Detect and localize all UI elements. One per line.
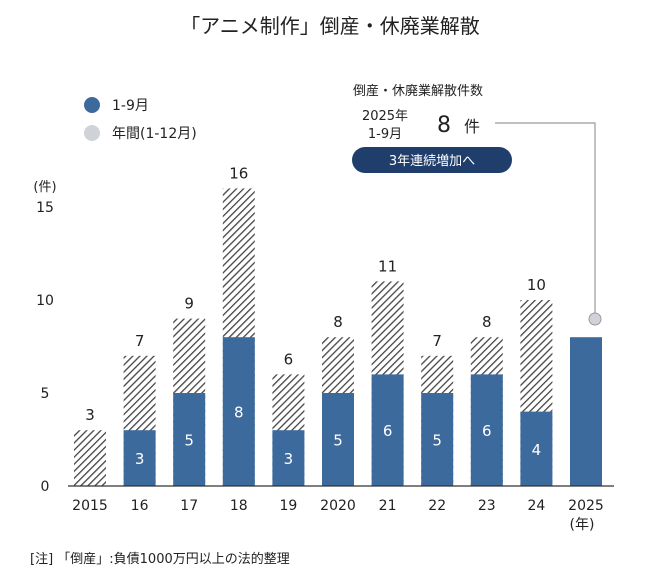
y-tick-label: 15 bbox=[36, 200, 54, 216]
value-label-annual: 6 bbox=[284, 350, 294, 368]
legend-marker-annual bbox=[84, 125, 100, 141]
x-tick-label: 19 bbox=[279, 498, 297, 514]
callout-marker bbox=[588, 312, 602, 326]
callout-period-year: 2025年 bbox=[362, 109, 408, 124]
x-tick-label: 2015 bbox=[72, 498, 108, 514]
callout-unit: 件 bbox=[464, 117, 480, 136]
callout-value: 8 bbox=[437, 113, 451, 138]
bar-jan-sep-2025 bbox=[570, 337, 602, 486]
value-label-jan-sep: 6 bbox=[482, 422, 492, 440]
x-tick-label: 17 bbox=[180, 498, 198, 514]
callout: 倒産・休廃業解散件数 2025年 1-9月 8 件 3年連続増加へ bbox=[352, 83, 602, 326]
value-label-jan-sep: 3 bbox=[284, 450, 294, 468]
value-label-jan-sep: 5 bbox=[184, 432, 194, 450]
x-tick-label: 23 bbox=[478, 498, 496, 514]
legend-marker-1-9 bbox=[84, 97, 100, 113]
value-label-annual: 9 bbox=[184, 295, 194, 313]
x-axis: 2015 16 17 18 19 2020 21 22 23 24 2025 bbox=[72, 498, 604, 514]
chart-title: 「アニメ制作」倒産・休廃業解散 bbox=[180, 14, 480, 38]
y-axis: 0 5 10 15 bbox=[36, 200, 54, 495]
value-label-jan-sep: 8 bbox=[234, 404, 244, 422]
x-tick-label: 21 bbox=[379, 498, 397, 514]
value-label-annual: 7 bbox=[432, 332, 442, 350]
bar-jan-sep-18 bbox=[222, 337, 255, 486]
y-tick-label: 10 bbox=[36, 293, 54, 309]
y-axis-label: (件) bbox=[33, 180, 56, 195]
footnote: [注] 「倒産」:負債1000万円以上の法的整理 bbox=[30, 552, 290, 567]
y-tick-label: 0 bbox=[41, 479, 50, 495]
bar-jan-sep-17 bbox=[173, 393, 206, 486]
x-axis-unit: (年) bbox=[570, 517, 595, 533]
x-tick-label: 2020 bbox=[320, 498, 356, 514]
bar-jan-sep-19 bbox=[272, 430, 305, 486]
bar-jan-sep-23 bbox=[470, 374, 503, 486]
callout-leader-line bbox=[495, 122, 596, 313]
x-tick-label: 24 bbox=[527, 498, 545, 514]
value-label-annual: 3 bbox=[85, 406, 95, 424]
callout-badge-label: 3年連続増加へ bbox=[389, 154, 475, 169]
value-label-annual: 10 bbox=[527, 276, 546, 294]
bar-jan-sep-24 bbox=[520, 411, 553, 486]
x-tick-label: 2025 bbox=[568, 498, 604, 514]
legend-label-annual: 年間(1-12月) bbox=[112, 126, 197, 142]
value-label-annual: 16 bbox=[229, 164, 248, 182]
legend: 1-9月 年間(1-12月) bbox=[84, 97, 197, 142]
value-label-jan-sep: 3 bbox=[135, 450, 145, 468]
annual-value-labels: 3 7 9 16 6 8 11 7 8 10 bbox=[85, 164, 546, 424]
bar-jan-sep-16 bbox=[123, 430, 156, 486]
bar-jan-sep-22 bbox=[421, 393, 454, 486]
bar-jan-sep-21 bbox=[371, 374, 404, 486]
value-label-annual: 7 bbox=[135, 332, 145, 350]
value-label-annual: 8 bbox=[482, 313, 492, 331]
legend-label-1-9: 1-9月 bbox=[112, 98, 149, 114]
value-label-jan-sep: 5 bbox=[333, 432, 343, 450]
value-label-jan-sep: 6 bbox=[383, 422, 393, 440]
jan-sep-value-labels: 3 5 8 3 5 6 5 6 4 bbox=[135, 404, 541, 469]
x-tick-label: 22 bbox=[428, 498, 446, 514]
jan-sep-bars bbox=[123, 337, 602, 486]
bar-jan-sep-2020 bbox=[322, 393, 354, 486]
callout-period-months: 1-9月 bbox=[368, 127, 402, 142]
x-tick-label: 16 bbox=[131, 498, 149, 514]
value-label-annual: 11 bbox=[378, 257, 397, 275]
callout-badge bbox=[352, 147, 512, 173]
value-label-jan-sep: 5 bbox=[432, 432, 442, 450]
value-label-annual: 8 bbox=[333, 313, 343, 331]
callout-heading: 倒産・休廃業解散件数 bbox=[353, 83, 483, 99]
y-tick-label: 5 bbox=[41, 386, 50, 402]
value-label-jan-sep: 4 bbox=[532, 441, 542, 459]
bar-annual-2015 bbox=[74, 430, 106, 486]
x-tick-label: 18 bbox=[230, 498, 248, 514]
